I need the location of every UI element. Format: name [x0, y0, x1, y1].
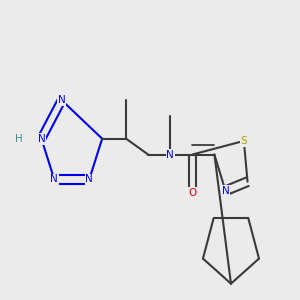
Text: N: N: [58, 95, 65, 105]
Text: N: N: [50, 174, 58, 184]
Text: S: S: [241, 136, 247, 146]
Text: H: H: [16, 134, 23, 144]
Text: N: N: [167, 149, 174, 160]
Text: N: N: [222, 186, 229, 196]
Text: N: N: [38, 134, 45, 144]
Text: O: O: [188, 188, 196, 198]
Text: N: N: [85, 174, 93, 184]
